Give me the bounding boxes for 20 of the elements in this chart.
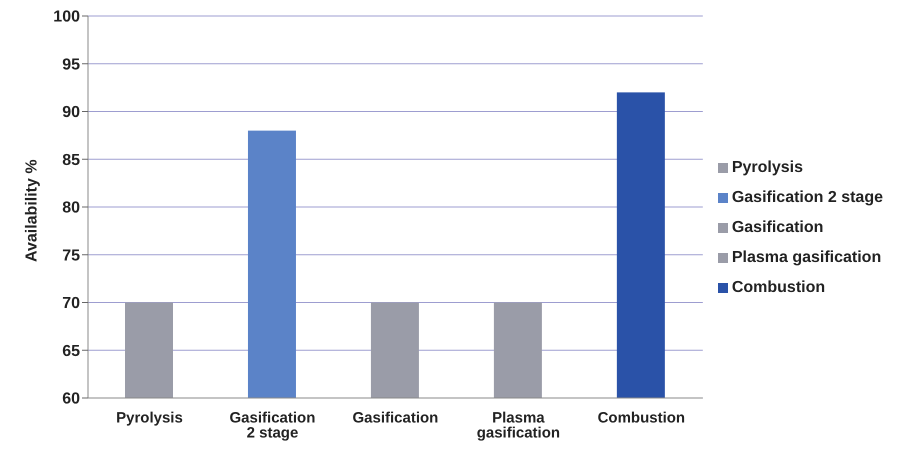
y-tick-label: 80: [62, 200, 80, 217]
y-tick-label: 85: [62, 152, 80, 169]
y-tick-label: 70: [62, 295, 80, 312]
y-tick-label: 65: [62, 342, 80, 360]
y-tick-label: 100: [53, 8, 80, 26]
y-tick-label: 60: [62, 390, 80, 408]
x-tick-label: Combustion: [598, 410, 686, 427]
legend-label: Gasification 2 stage: [732, 189, 883, 206]
legend-label: Gasification: [732, 219, 824, 236]
x-tick-label: Gasification 2 stage: [230, 410, 316, 442]
legend-label: Combustion: [732, 279, 826, 296]
x-tick-label: Plasma gasification: [476, 410, 560, 442]
legend-label: Pyrolysis: [732, 159, 803, 176]
y-tick-label: 95: [62, 56, 80, 74]
y-tick-label: 90: [62, 104, 80, 122]
y-tick-label: 75: [62, 247, 80, 264]
y-axis-title: Availability %: [24, 159, 41, 262]
x-tick-label: Gasification: [352, 410, 438, 427]
x-tick-label: Pyrolysis: [116, 410, 183, 427]
legend-label: Plasma gasification: [732, 249, 882, 266]
